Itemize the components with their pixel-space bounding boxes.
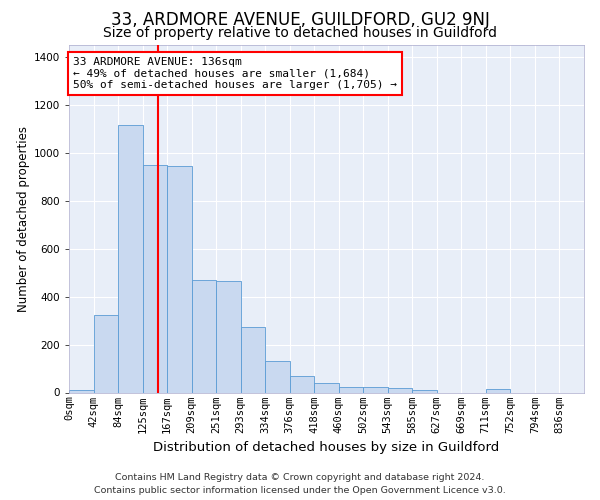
Bar [363, 386, 388, 392]
Text: Size of property relative to detached houses in Guildford: Size of property relative to detached ho… [103, 26, 497, 40]
Bar [265, 362, 290, 392]
Bar [191, 280, 216, 392]
Bar [338, 386, 363, 392]
Bar [143, 165, 167, 392]
Text: 33 ARDMORE AVENUE: 136sqm
← 49% of detached houses are smaller (1,684)
50% of se: 33 ARDMORE AVENUE: 136sqm ← 49% of detac… [73, 57, 397, 90]
Bar [69, 390, 94, 392]
Text: 33, ARDMORE AVENUE, GUILDFORD, GU2 9NJ: 33, ARDMORE AVENUE, GUILDFORD, GU2 9NJ [110, 11, 490, 29]
Bar [167, 166, 191, 392]
Bar [486, 389, 510, 392]
Bar [241, 326, 265, 392]
Bar [314, 383, 338, 392]
Y-axis label: Number of detached properties: Number of detached properties [17, 126, 29, 312]
X-axis label: Distribution of detached houses by size in Guildford: Distribution of detached houses by size … [153, 441, 500, 454]
Bar [216, 281, 241, 392]
Text: Contains HM Land Registry data © Crown copyright and database right 2024.
Contai: Contains HM Land Registry data © Crown c… [94, 474, 506, 495]
Bar [412, 390, 437, 392]
Bar [290, 376, 314, 392]
Bar [94, 314, 118, 392]
Bar [118, 126, 143, 392]
Bar [388, 388, 412, 392]
